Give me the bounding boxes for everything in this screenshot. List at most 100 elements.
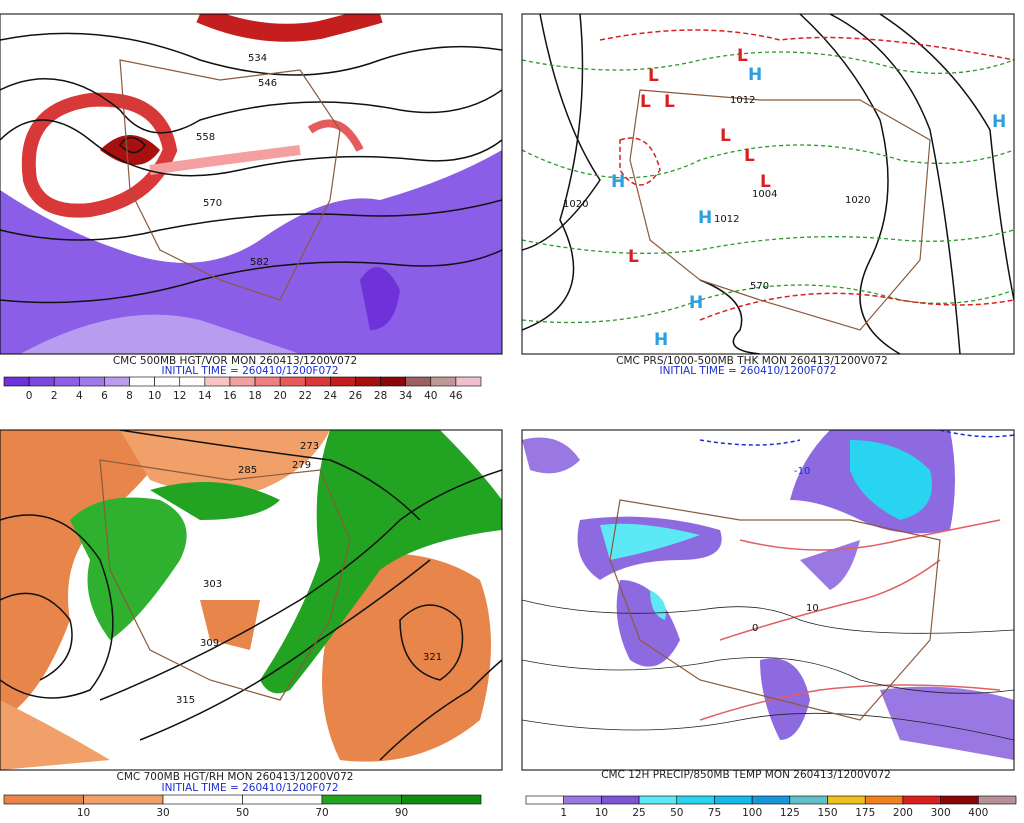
colorbar-swatch	[601, 795, 640, 805]
contour-label: 321	[423, 652, 442, 663]
colorbar-label: 70	[315, 807, 328, 819]
low-marker: L	[720, 126, 731, 146]
contour-label: 285	[238, 465, 257, 476]
colorbar-swatch	[978, 795, 1017, 805]
contour-label: 10	[806, 603, 819, 614]
colorbar-label: 1	[560, 807, 567, 819]
colorbar-swatch	[330, 376, 356, 387]
low-marker: L	[628, 247, 639, 267]
colorbar-label: 10	[77, 807, 90, 819]
colorbar-label: 22	[299, 390, 312, 402]
colorbar-swatch	[254, 376, 281, 387]
high-marker: H	[689, 293, 703, 313]
colorbar-label: 90	[395, 807, 408, 819]
contour-label: 570	[750, 281, 769, 292]
colorbar-swatch	[179, 376, 206, 387]
caption: CMC 500MB HGT/VOR MON 260413/1200V072	[113, 355, 357, 367]
contour-label: 279	[292, 460, 311, 471]
colorbar-label: 400	[968, 807, 988, 819]
colorbar-swatch	[3, 794, 84, 805]
colorbar-swatch	[864, 795, 904, 805]
map-frame	[0, 429, 503, 771]
colorbar-label: 75	[708, 807, 721, 819]
colorbar-label: 175	[855, 807, 875, 819]
colorbar-label: 50	[236, 807, 249, 819]
high-marker: H	[992, 112, 1006, 132]
colorbar-swatch	[380, 376, 406, 387]
map-frame	[521, 429, 1015, 771]
colorbar-swatch	[154, 376, 181, 387]
high-marker: H	[748, 65, 762, 85]
initial-time: INITIAL TIME = 260410/1200F072	[161, 365, 338, 377]
colorbar-swatch	[83, 794, 164, 805]
colorbar-label: 40	[424, 390, 437, 402]
colorbar-swatch	[676, 795, 715, 805]
colorbar-swatch	[401, 794, 482, 805]
colorbar-label: 14	[198, 390, 212, 402]
colorbar-label: 46	[449, 390, 463, 402]
colorbar-label: 150	[818, 807, 838, 819]
colorbar-label: 12	[173, 390, 186, 402]
contour-label: 582	[250, 257, 269, 268]
map-pressure: 1012 1004 1020 1020 1012 570 H H H H H H…	[522, 14, 1014, 354]
colorbar-label: 300	[931, 807, 951, 819]
colorbar-swatch	[53, 376, 80, 387]
colorbar-swatch	[638, 795, 678, 805]
contour-label: 558	[196, 132, 215, 143]
colorbar-swatch	[940, 795, 979, 805]
colorbar-swatch	[162, 794, 243, 805]
colorbar-swatch	[789, 795, 828, 805]
contour-label: 273	[300, 441, 319, 452]
contour-label: 546	[258, 78, 277, 89]
contour-label: -10	[794, 466, 810, 477]
low-marker: L	[648, 66, 659, 86]
initial-time: INITIAL TIME = 260410/1200F072	[659, 365, 836, 377]
colorbar-swatch	[827, 795, 866, 805]
colorbar-swatch	[242, 794, 323, 805]
contour-label: 570	[203, 198, 222, 209]
colorbar-swatch	[79, 376, 105, 387]
colorbar-label: 34	[399, 390, 413, 402]
colorbar-swatch	[129, 376, 155, 387]
colorbar-label: 100	[742, 807, 762, 819]
colorbar-label: 200	[893, 807, 913, 819]
contour-label: 1020	[563, 199, 588, 210]
colorbar-label: 20	[273, 390, 286, 402]
colorbar-swatch	[525, 795, 564, 805]
colorbar-swatch	[563, 795, 602, 805]
low-marker: L	[640, 92, 651, 112]
contour-label: 534	[248, 53, 267, 64]
map-frame	[0, 13, 503, 355]
colorbar-swatch	[204, 376, 231, 387]
initial-time: INITIAL TIME = 260410/1200F072	[161, 782, 338, 794]
colorbar-label: 18	[248, 390, 261, 402]
colorbar-swatch	[405, 376, 432, 387]
colorbar-swatch	[104, 376, 130, 387]
colorbar-label: 8	[126, 390, 133, 402]
colorbar-label: 10	[595, 807, 608, 819]
colorbar-label: 30	[156, 807, 169, 819]
low-marker: L	[737, 46, 748, 66]
colorbar-label: 2	[51, 390, 58, 402]
low-marker: L	[760, 172, 771, 192]
colorbar-swatch	[455, 376, 482, 387]
low-marker: L	[664, 92, 675, 112]
colorbar-swatch	[3, 376, 30, 387]
contour-label: 1012	[714, 214, 739, 225]
contour-label: 1020	[845, 195, 870, 206]
colorbar-swatch	[28, 376, 55, 387]
colorbar-label: 0	[26, 390, 33, 402]
colorbar-swatch	[279, 376, 306, 387]
colorbar-swatch	[321, 794, 402, 805]
contour-label: 1012	[730, 95, 755, 106]
colorbar-label: 50	[670, 807, 683, 819]
map-precip: -10 0 10	[522, 430, 1014, 770]
high-marker: H	[611, 172, 625, 192]
map-humidity: 285 279 273 303 309 315 321	[0, 430, 502, 770]
map-vorticity: 534 546 558 570 582	[0, 14, 502, 354]
map-frame	[521, 13, 1015, 355]
contour-label: 303	[203, 579, 222, 590]
colorbar-label: 26	[349, 390, 363, 402]
